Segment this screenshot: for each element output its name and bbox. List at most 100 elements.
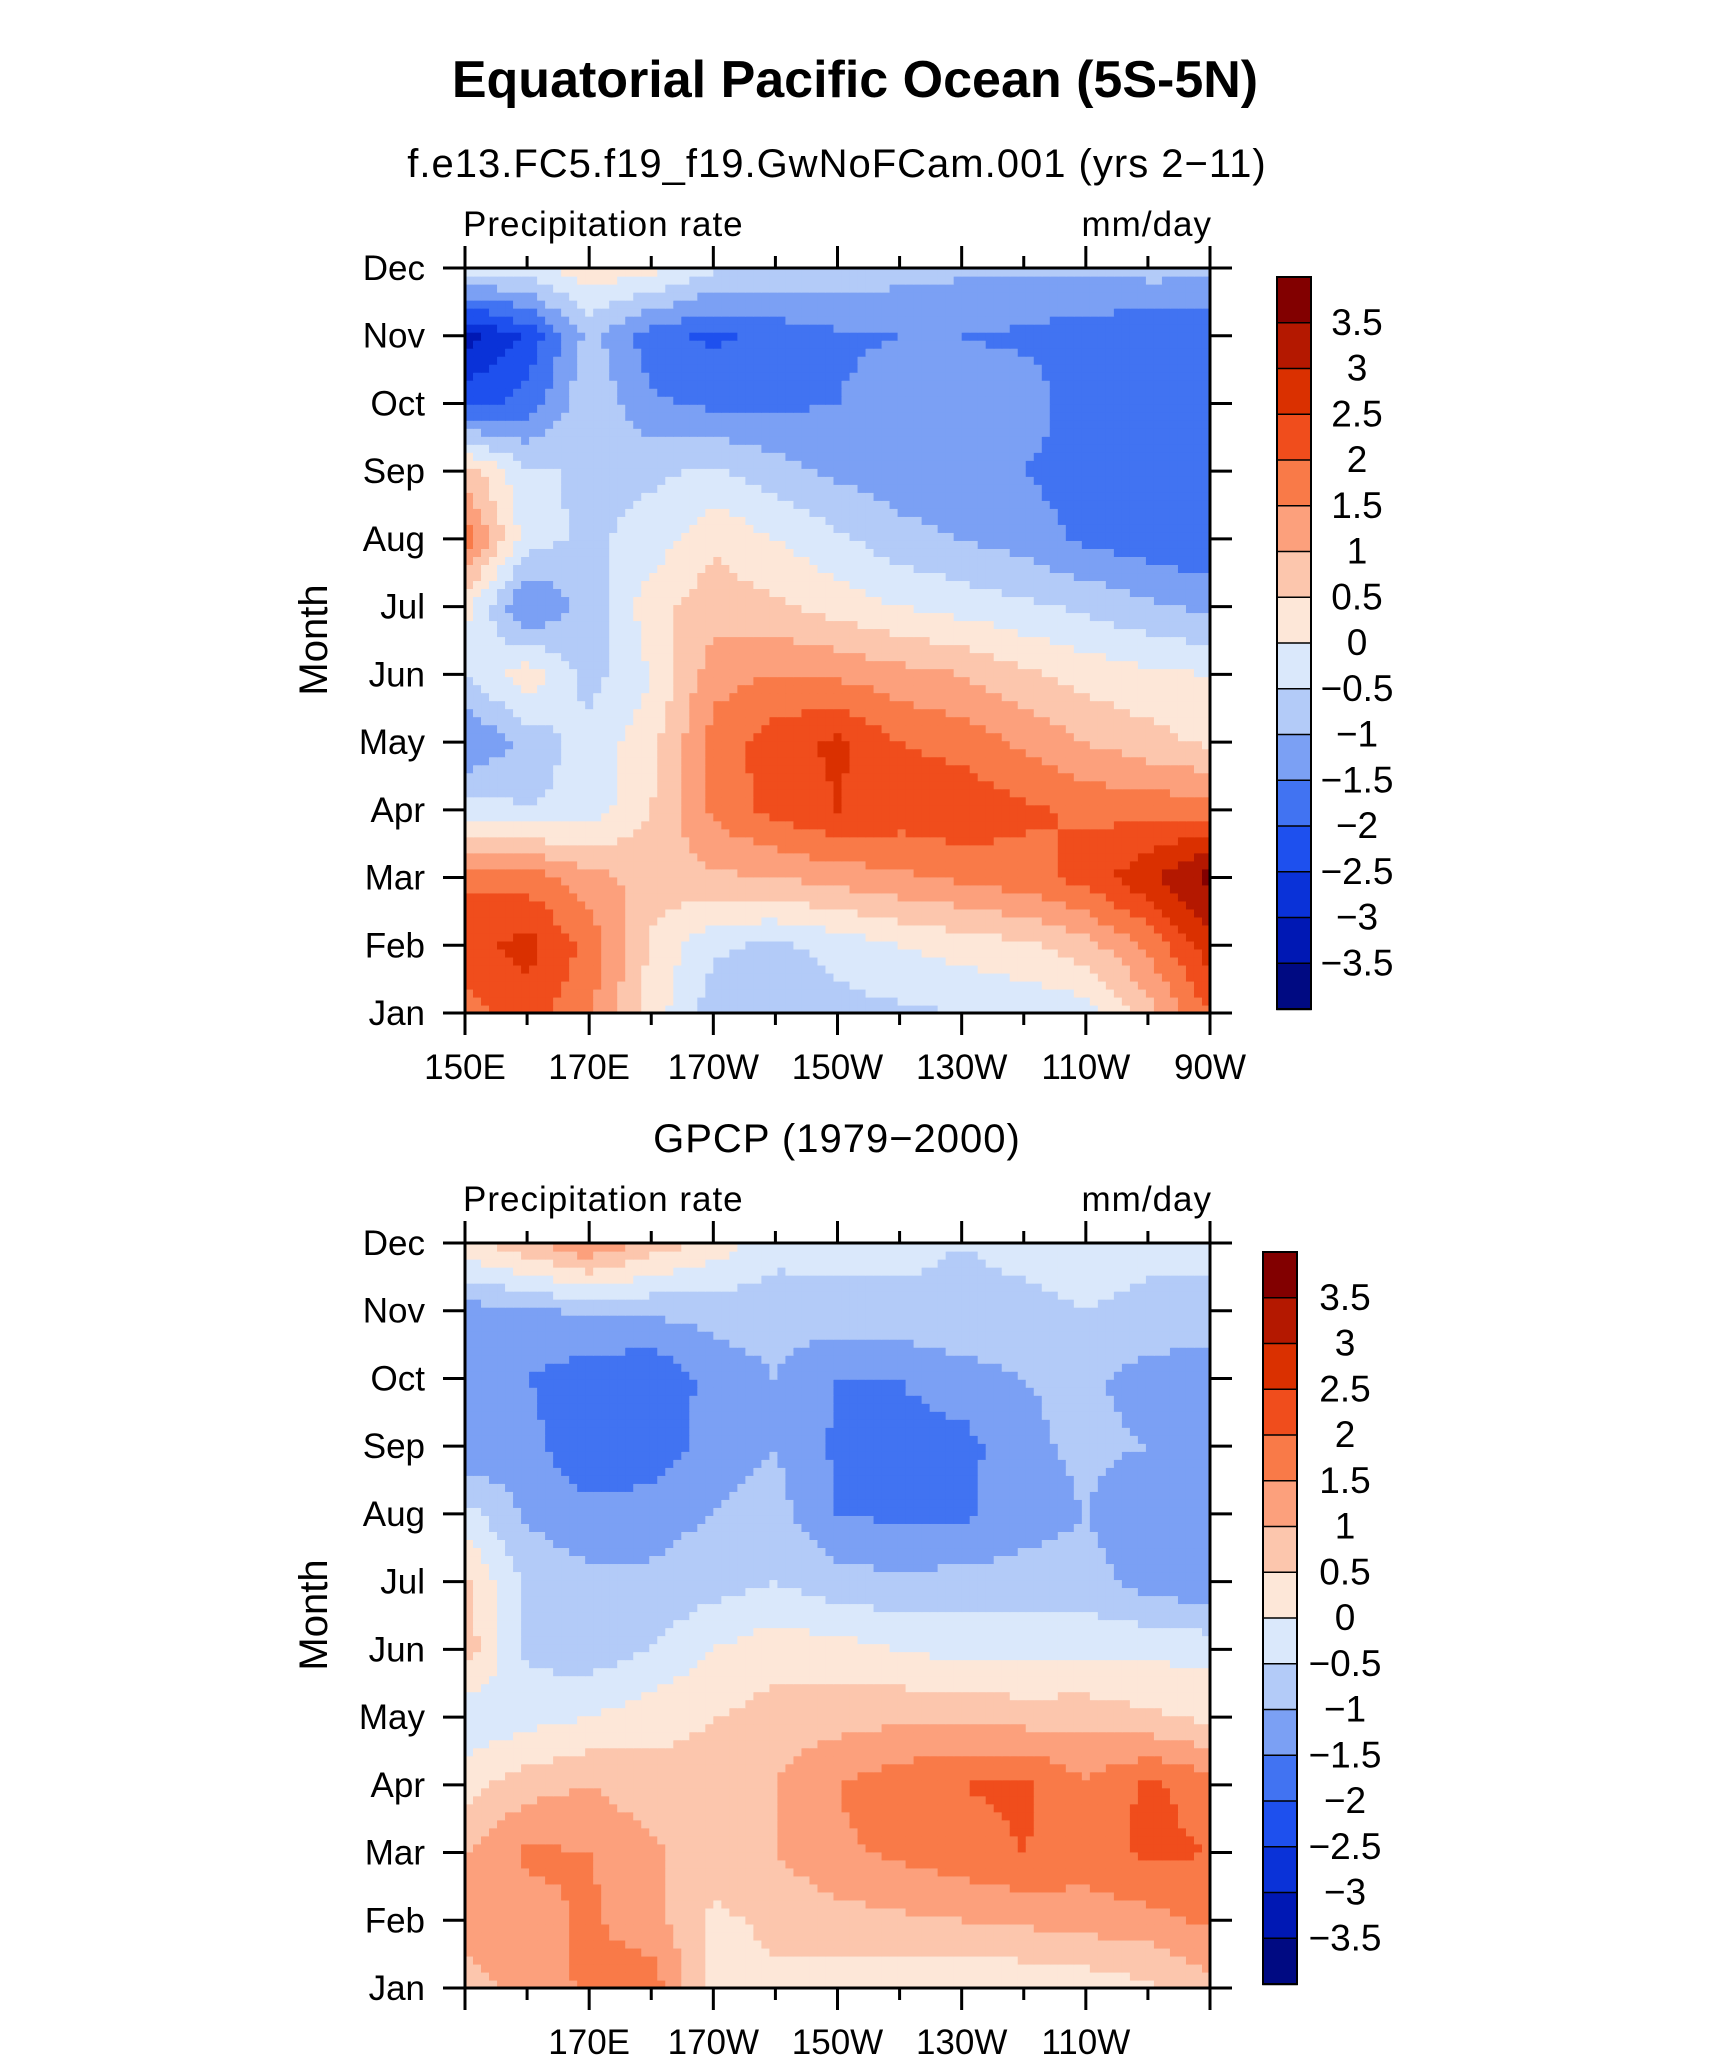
contour-cell [673,988,682,998]
contour-cell [1145,924,1155,934]
contour-cell [761,716,771,726]
contour-cell [1033,612,1043,622]
contour-cell [505,828,514,838]
contour-cell [1161,636,1171,646]
contour-cell [1121,876,1131,886]
contour-cell [913,956,923,966]
contour-cell [881,772,891,782]
contour-cell [481,980,490,990]
contour-cell [577,932,586,942]
contour-cell [1009,588,1019,598]
contour-cell [633,956,642,966]
contour-cell [953,612,963,622]
contour-cell [969,868,979,878]
contour-cell [729,612,738,622]
contour-cell [1145,820,1155,830]
contour-cell [841,772,851,782]
contour-cell [889,1004,899,1013]
contour-cell [1177,820,1187,830]
contour-cell [985,692,995,702]
contour-cell [905,900,915,910]
contour-cell [665,644,674,654]
contour-cell [1049,812,1059,822]
contour-cell [505,812,514,822]
contour-cell [633,644,642,654]
contour-cell [681,796,690,806]
contour-cell [673,644,682,654]
contour-cell [593,804,602,814]
contour-cell [713,724,722,734]
contour-cell [577,916,586,926]
contour-cell [937,892,947,902]
contour-cell [1113,948,1123,958]
contour-cell [1193,948,1203,958]
contour-cell [745,844,754,854]
contour-cell [857,668,867,678]
contour-cell [473,852,482,862]
contour-cell [721,748,730,758]
contour-cell [617,660,626,670]
contour-cell [905,708,915,718]
contour-cell [497,764,506,774]
contour-cell [585,644,594,654]
contour-cell [1065,804,1075,814]
contour-cell [1129,660,1139,670]
contour-cell [1089,596,1099,606]
contour-cell [873,948,883,958]
contour-cell [745,780,754,790]
contour-cell [561,940,570,950]
contour-cell [681,812,690,822]
contour-cell [1145,692,1155,702]
contour-cell [561,996,570,1006]
contour-cell [841,780,851,790]
contour-cell [1025,868,1035,878]
contour-cell [977,652,987,662]
contour-cell [1041,964,1051,974]
contour-cell [529,668,538,678]
contour-cell [625,916,634,926]
contour-cell [649,1004,658,1013]
contour-cell [865,892,875,902]
contour-cell [617,612,626,622]
contour-cell [777,788,787,798]
contour-cell [481,788,490,798]
contour-cell [521,844,530,854]
contour-cell [705,940,714,950]
contour-cell [881,868,891,878]
contour-cell [785,884,795,894]
contour-cell [961,644,971,654]
contour-cell [825,644,835,654]
contour-cell [1145,636,1155,646]
contour-cell [729,804,738,814]
contour-cell [1049,900,1059,910]
contour-cell [1145,908,1155,918]
contour-cell [1145,948,1155,958]
contour-cell [1129,772,1139,782]
contour-cell [737,636,746,646]
contour-cell [465,940,474,950]
contour-cell [729,764,738,774]
contour-cell [1049,820,1059,830]
contour-cell [1121,652,1131,662]
contour-cell [1033,852,1043,862]
contour-cell [873,756,883,766]
contour-cell [817,604,827,614]
contour-cell [985,764,995,774]
contour-cell [569,620,578,630]
contour-cell [569,956,578,966]
contour-cell [473,804,482,814]
contour-cell [585,748,594,758]
contour-cell [553,812,562,822]
contour-cell [497,636,506,646]
panel-model-contour-field [465,268,1210,1013]
contour-cell [1089,892,1099,902]
contour-cell [553,980,562,990]
contour-cell [737,772,746,782]
contour-cell [881,884,891,894]
contour-cell [1137,772,1147,782]
contour-cell [729,628,738,638]
contour-cell [713,596,722,606]
contour-cell [561,932,570,942]
contour-cell [769,828,779,838]
contour-cell [809,636,819,646]
